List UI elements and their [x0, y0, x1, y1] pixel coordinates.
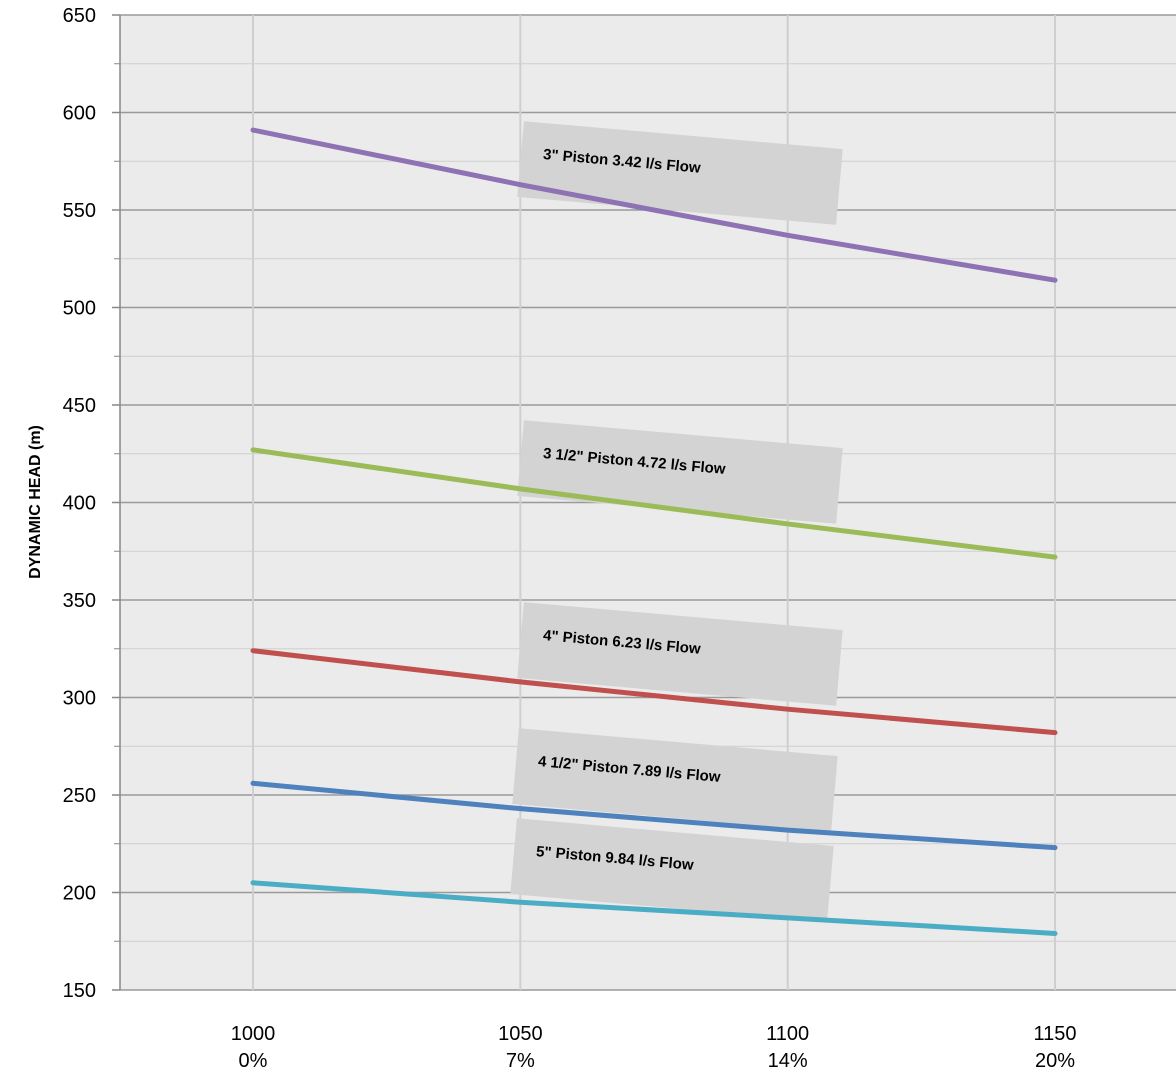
x-tick-label: 1000 — [231, 1023, 276, 1045]
series-line-4 — [250, 780, 1058, 851]
y-tick-label: 350 — [63, 590, 96, 612]
series-label-box — [512, 728, 838, 832]
y-tick-label: 400 — [63, 493, 96, 515]
x-tick-label: 1100 — [766, 1023, 809, 1045]
x-tick-percent-label: 14% — [768, 1050, 808, 1072]
y-tick-label: 650 — [63, 5, 96, 27]
series-line-1 — [250, 127, 1058, 283]
y-tick-label: 550 — [63, 200, 96, 222]
series-label-box — [510, 818, 834, 922]
series-label-box — [517, 602, 843, 706]
y-tick-label: 250 — [63, 785, 96, 807]
y-tick-labels: 150 200 250 300 350 400 450 500 550 600 650 — [63, 5, 96, 1002]
y-tick-label: 200 — [63, 883, 96, 905]
x-tick-percent-label: 20% — [1035, 1050, 1075, 1072]
series-lines — [250, 127, 1058, 936]
series-line-2 — [250, 447, 1058, 560]
x-tick-percent-label: 0% — [239, 1050, 268, 1072]
x-tick-labels: 1000 0% 1050 7% 1100 14% 1150 20% — [231, 1023, 1077, 1072]
axes — [112, 14, 121, 991]
major-gridlines — [120, 14, 1176, 991]
y-tick-label: 150 — [63, 980, 96, 1002]
x-tick-label: 1150 — [1033, 1023, 1076, 1045]
series-label-box-group — [510, 818, 834, 922]
y-tick-label: 300 — [63, 688, 96, 710]
series-line-3 — [250, 648, 1058, 736]
y-tick-label: 600 — [63, 103, 96, 125]
x-tick-label: 1050 — [498, 1023, 543, 1045]
series-label-boxes — [510, 121, 843, 922]
series-line-5 — [250, 880, 1058, 936]
y-tick-label: 500 — [63, 298, 96, 320]
y-axis-title: DYNAMIC HEAD (m) — [27, 425, 44, 579]
series-label-box-group — [517, 602, 843, 706]
x-tick-percent-label: 7% — [506, 1050, 535, 1072]
series-label-box-group — [512, 728, 838, 832]
y-tick-label: 450 — [63, 395, 96, 417]
